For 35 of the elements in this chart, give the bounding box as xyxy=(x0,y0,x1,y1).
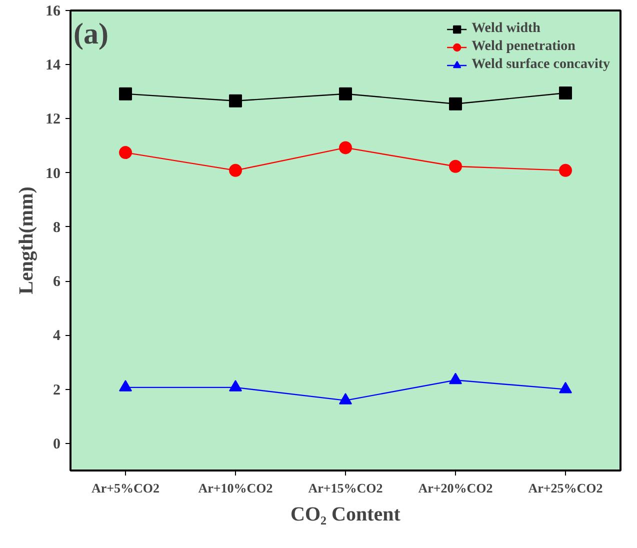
point xyxy=(339,87,352,100)
legend-label: Weld penetration xyxy=(472,38,576,56)
point xyxy=(449,97,462,110)
x-tick-label: Ar+10%CO2 xyxy=(198,480,273,496)
legend-label: Weld width xyxy=(472,20,540,38)
y-tick-label: 16 xyxy=(46,4,61,20)
annotation: (a) xyxy=(74,18,108,50)
point xyxy=(119,146,132,160)
point xyxy=(119,380,132,392)
y-tick-label: 12 xyxy=(46,112,60,128)
x-tick-label: Ar+25%CO2 xyxy=(528,480,603,496)
y-tick-label: 6 xyxy=(53,274,61,290)
point xyxy=(119,87,132,100)
y-tick-label: 10 xyxy=(46,166,60,182)
point xyxy=(559,164,572,177)
y-axis-title: Length(mm) xyxy=(16,186,38,294)
x-tick-label: Ar+20%CO2 xyxy=(418,480,493,496)
point xyxy=(339,141,352,154)
point xyxy=(229,94,242,108)
x-tick-label: Ar+5%CO2 xyxy=(91,480,160,496)
y-tick-label: 8 xyxy=(53,220,60,236)
y-tick-label: 2 xyxy=(53,382,60,398)
y-tick-label: 14 xyxy=(46,58,61,74)
point xyxy=(229,164,242,177)
point xyxy=(449,372,462,384)
point xyxy=(339,392,352,404)
point xyxy=(449,160,462,173)
point xyxy=(559,382,572,394)
y-tick-label: 0 xyxy=(53,436,60,452)
point xyxy=(229,380,242,392)
legend-label: Weld surface concavity xyxy=(472,56,610,74)
point xyxy=(559,86,572,100)
x-axis-title: CO₂ Content xyxy=(290,504,401,526)
y-tick-label: 4 xyxy=(53,328,61,344)
x-tick-label: Ar+15%CO2 xyxy=(308,480,383,496)
